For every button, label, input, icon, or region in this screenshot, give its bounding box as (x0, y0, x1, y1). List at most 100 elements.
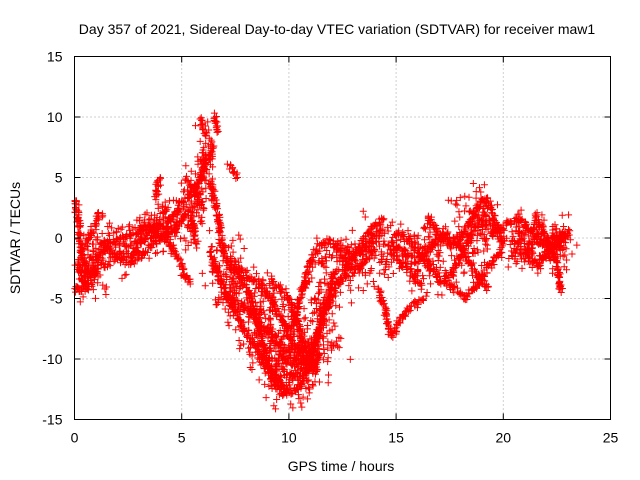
data-point (201, 131, 209, 139)
data-point (288, 344, 296, 352)
y-tick-label: -5 (50, 291, 63, 307)
data-point (170, 246, 178, 254)
data-point (148, 244, 156, 252)
data-point (377, 221, 385, 229)
data-point (137, 230, 145, 238)
data-point (193, 244, 201, 252)
data-point (127, 260, 135, 268)
data-point (224, 294, 232, 302)
data-point (169, 210, 177, 218)
data-point (235, 336, 243, 344)
data-point (325, 371, 333, 379)
data-point (266, 354, 274, 362)
data-point (89, 279, 97, 287)
data-point (187, 238, 195, 246)
data-point (256, 327, 264, 335)
data-point (151, 230, 159, 238)
data-point (126, 226, 134, 234)
data-point (115, 241, 123, 249)
data-point (208, 242, 216, 250)
data-point (256, 298, 264, 306)
data-point (199, 158, 207, 166)
data-point (291, 310, 299, 318)
data-point (304, 377, 312, 385)
data-point (280, 306, 288, 314)
data-point (423, 289, 431, 297)
data-point (130, 248, 138, 256)
data-point (227, 162, 235, 170)
data-point (285, 388, 293, 396)
data-point (227, 242, 235, 250)
data-point (341, 254, 349, 262)
data-point (123, 258, 131, 266)
grid-lines (74, 56, 611, 420)
data-point (93, 269, 101, 277)
data-point (270, 300, 278, 308)
data-point (473, 284, 481, 292)
data-point (113, 254, 121, 262)
data-point (469, 259, 477, 267)
data-point (92, 236, 100, 244)
data-point (78, 276, 86, 284)
data-point (302, 385, 310, 393)
data-point (268, 378, 276, 386)
data-point (414, 259, 422, 267)
data-point (206, 248, 214, 256)
data-point (450, 283, 458, 291)
data-point (103, 246, 111, 254)
data-point (433, 274, 441, 282)
data-point (243, 294, 251, 302)
data-point (113, 235, 121, 243)
data-point (306, 363, 314, 371)
data-point (393, 328, 401, 336)
data-point (249, 276, 257, 284)
data-point (282, 285, 290, 293)
y-tick-label: 15 (47, 49, 63, 65)
data-point (186, 280, 194, 288)
data-point (237, 279, 245, 287)
data-point (209, 268, 217, 276)
data-point (131, 237, 139, 245)
data-point (227, 253, 235, 261)
data-point (309, 254, 317, 262)
data-point (77, 222, 85, 230)
data-point (217, 283, 225, 291)
data-point (152, 249, 160, 257)
data-point (98, 229, 106, 237)
data-point (200, 144, 208, 152)
data-point (92, 222, 100, 230)
data-point (252, 270, 260, 278)
data-point (554, 273, 562, 281)
data-point (164, 204, 172, 212)
data-point (432, 226, 440, 234)
data-point (197, 121, 205, 129)
chart-title: Day 357 of 2021, Sidereal Day-to-day VTE… (79, 21, 596, 37)
data-point (224, 318, 232, 326)
data-point (202, 139, 210, 147)
data-point (176, 235, 184, 243)
data-point (266, 314, 274, 322)
data-point (157, 220, 165, 228)
data-point (287, 359, 295, 367)
data-point (191, 170, 199, 178)
data-point (182, 162, 190, 170)
data-point (175, 206, 183, 214)
data-point (208, 261, 216, 269)
data-point (215, 216, 223, 224)
data-point (280, 388, 288, 396)
data-point (117, 225, 125, 233)
data-point (184, 222, 192, 230)
data-point (294, 361, 302, 369)
data-point (160, 214, 168, 222)
data-point (463, 293, 471, 301)
data-point (84, 270, 92, 278)
data-point (88, 259, 96, 267)
data-point (454, 284, 462, 292)
data-point (278, 378, 286, 386)
data-point (271, 332, 279, 340)
data-point (245, 306, 253, 314)
data-point (259, 307, 267, 315)
data-point (133, 229, 141, 237)
data-point (295, 395, 303, 403)
data-point (175, 198, 183, 206)
